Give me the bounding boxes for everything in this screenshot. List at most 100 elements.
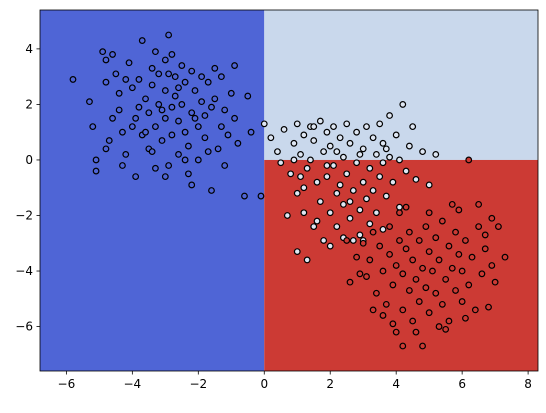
scatter-point-light: [379, 159, 387, 167]
scatter-point-light: [363, 123, 370, 131]
scatter-point-blue: [221, 106, 229, 114]
scatter-point-light: [392, 131, 400, 139]
scatter-point-blue: [102, 145, 110, 153]
scatter-point-light: [366, 164, 374, 172]
scatter-point-light: [280, 126, 288, 133]
scatter-point-blue: [165, 31, 173, 39]
scatter-point-red: [369, 306, 377, 314]
scatter-point-light: [303, 164, 311, 172]
scatter-point-blue: [178, 62, 186, 69]
scatter-point-blue: [105, 137, 113, 144]
scatter-point-light: [323, 173, 331, 181]
scatter-point-blue: [135, 76, 143, 83]
scatter-point-red: [412, 328, 420, 336]
scatter-point-red: [501, 253, 509, 261]
scatter-point-light: [310, 123, 318, 131]
scatter-point-light: [333, 189, 341, 197]
scatter-point-red: [389, 281, 397, 289]
scatter-point-blue: [168, 131, 176, 139]
scatter-point-blue: [112, 70, 120, 78]
scatter-point-light: [376, 120, 384, 128]
scatter-point-blue: [257, 192, 265, 200]
scatter-point-blue: [128, 84, 136, 92]
scatter-point-blue: [224, 131, 232, 139]
data-points: [69, 31, 509, 350]
scatter-point-red: [442, 275, 450, 283]
scatter-point-blue: [188, 67, 196, 75]
scatter-point-blue: [181, 128, 189, 136]
scatter-point-light: [330, 162, 337, 169]
x-tick-label: 2: [326, 377, 334, 391]
scatter-point-blue: [181, 78, 189, 86]
scatter-point-red: [422, 284, 430, 292]
scatter-point-blue: [191, 114, 199, 122]
scatter-point-light: [290, 156, 298, 164]
x-tick-label: −4: [123, 377, 141, 391]
scatter-point-light: [389, 178, 397, 186]
scatter-point-red: [432, 234, 440, 242]
scatter-point-blue: [109, 51, 116, 58]
scatter-point-red: [363, 273, 370, 280]
scatter-point-light: [336, 134, 344, 142]
scatter-point-red: [475, 223, 483, 231]
scatter-point-blue: [132, 173, 140, 181]
scatter-point-blue: [102, 56, 110, 64]
scatter-point-blue: [138, 37, 146, 44]
scatter-point-blue: [152, 48, 159, 56]
scatter-point-red: [481, 245, 489, 253]
scatter-point-blue: [194, 156, 202, 164]
scatter-point-light: [396, 156, 403, 164]
scatter-point-light: [353, 159, 361, 167]
scatter-point-blue: [175, 150, 182, 158]
scatter-point-light: [310, 223, 318, 231]
scatter-point-blue: [221, 162, 229, 169]
scatter-point-red: [438, 300, 446, 308]
scatter-point-red: [392, 262, 400, 269]
scatter-point-light: [386, 153, 393, 161]
scatter-point-red: [422, 223, 430, 231]
scatter-point-red: [376, 242, 384, 250]
scatter-point-light: [313, 178, 321, 186]
scatter-point-blue: [231, 114, 238, 122]
scatter-point-red: [425, 309, 433, 317]
scatter-point-red: [412, 275, 420, 283]
scatter-point-light: [372, 150, 380, 158]
scatter-point-blue: [161, 56, 169, 64]
scatter-point-blue: [194, 123, 202, 131]
scatter-point-light: [336, 181, 344, 189]
scatter-point-blue: [217, 123, 225, 131]
scatter-point-blue: [119, 128, 126, 136]
scatter-point-blue: [115, 106, 123, 114]
scatter-point-light: [369, 187, 377, 194]
scatter-point-red: [435, 323, 443, 330]
scatter-point-light: [432, 150, 440, 158]
scatter-point-light: [333, 223, 341, 231]
scatter-point-red: [389, 320, 397, 328]
scatter-point-red: [359, 239, 367, 247]
scatter-point-blue: [175, 117, 182, 125]
scatter-point-blue: [152, 164, 159, 172]
scatter-point-blue: [185, 142, 192, 150]
scatter-point-blue: [99, 48, 107, 56]
x-tick-label: −6: [58, 377, 76, 391]
scatter-point-light: [376, 173, 384, 181]
plot-frame: [39, 9, 539, 372]
scatter-point-blue: [69, 76, 77, 83]
scatter-point-blue: [204, 78, 212, 86]
scatter-point-red: [356, 270, 364, 278]
scatter-point-red: [343, 237, 351, 244]
scatter-point-light: [297, 173, 304, 181]
scatter-point-blue: [148, 81, 156, 89]
y-tick-label: −4: [15, 264, 33, 278]
scatter-point-light: [425, 181, 433, 189]
scatter-point-red: [448, 200, 456, 208]
scatter-point-red: [409, 256, 417, 264]
decision-region-light: [264, 10, 538, 160]
scatter-point-red: [353, 253, 361, 261]
scatter-point-blue: [208, 103, 215, 111]
scatter-point-light: [310, 137, 318, 144]
scatter-point-light: [313, 217, 321, 225]
scatter-point-light: [320, 148, 328, 156]
scatter-point-red: [399, 342, 407, 350]
